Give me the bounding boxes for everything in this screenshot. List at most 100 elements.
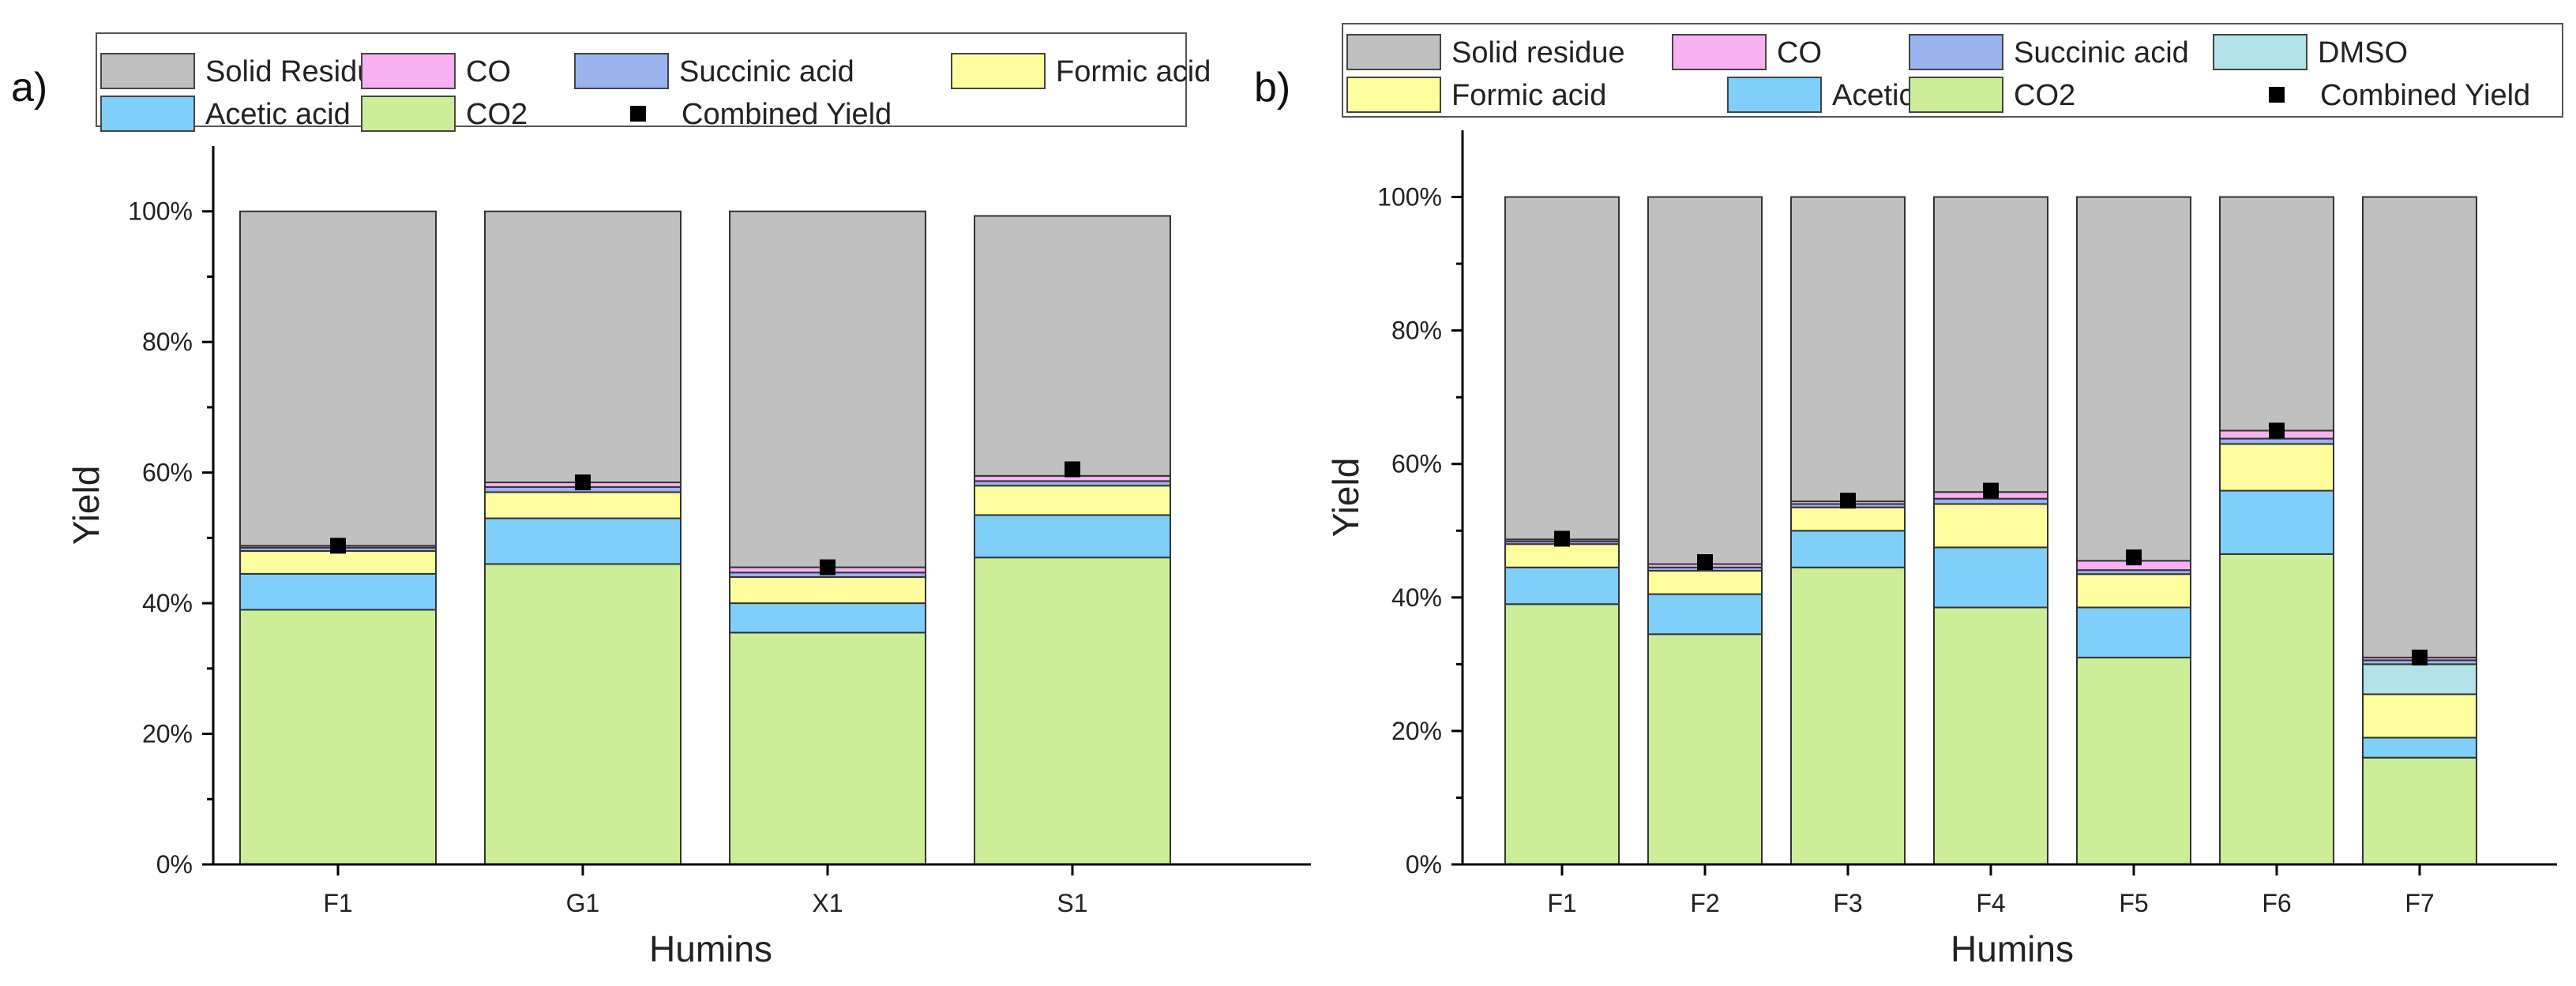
legend-swatch xyxy=(361,53,456,89)
bar-acetic-acid-F6 xyxy=(2219,489,2334,555)
bar-formic-acid-F1 xyxy=(1504,543,1620,568)
legend-swatch xyxy=(1727,77,1822,113)
x-tick-label: F5 xyxy=(2119,889,2148,917)
legend-swatch xyxy=(2213,34,2308,70)
legend-swatch xyxy=(574,53,669,89)
y-tick-label: 100% xyxy=(1377,183,1442,212)
x-tick-label: F7 xyxy=(2405,889,2434,917)
combined-yield-point-F7 xyxy=(2412,649,2428,665)
x-axis-title: Humins xyxy=(649,928,772,969)
bar-formic-acid-S1 xyxy=(974,485,1171,516)
legend-label: CO xyxy=(466,55,511,88)
bar-formic-acid-F6 xyxy=(2219,443,2334,492)
bar-solid-residue-F3 xyxy=(1790,196,1906,503)
legend: Solid residue CO Succinic acid DMSO Formic a… xyxy=(1342,23,2563,118)
x-tick-label: F4 xyxy=(1976,889,2005,917)
legend-label: Combined Yield xyxy=(2320,79,2530,112)
x-tick-label: F6 xyxy=(2262,889,2291,917)
legend-swatch xyxy=(100,96,195,132)
bar-formic-acid-F1 xyxy=(239,549,437,575)
combined-yield-point-G1 xyxy=(575,474,591,491)
combined-yield-point-F1 xyxy=(1554,530,1570,547)
y-tick-label: 20% xyxy=(1391,717,1442,745)
combined-yield-point-F3 xyxy=(1840,493,1856,509)
bar-co2-F1 xyxy=(239,609,437,865)
bar-co2-G1 xyxy=(484,563,682,865)
y-axis-title: Yield xyxy=(66,466,107,545)
bar-formic-acid-F2 xyxy=(1647,570,1763,595)
bar-solid-residue-F7 xyxy=(2362,196,2477,658)
y-tick-label: 60% xyxy=(1391,450,1442,478)
legend-label: Combined Yield xyxy=(682,98,892,131)
legend-combined-yield-marker xyxy=(630,106,646,122)
bar-co2-F7 xyxy=(2362,756,2477,866)
bar-succinic-acid-F4 xyxy=(1933,497,2048,505)
chart-panel-a: a) Solid Residue CO Succinic acid Formic aci… xyxy=(11,32,1311,969)
bar-solid-residue-F5 xyxy=(2076,196,2191,562)
x-tick-label: F1 xyxy=(1547,889,1576,917)
bar-acetic-acid-X1 xyxy=(729,602,926,634)
combined-yield-point-F1 xyxy=(330,538,346,554)
legend: Solid Residue CO Succinic acid Formic acid A… xyxy=(96,32,1211,132)
bar-formic-acid-F4 xyxy=(1933,503,2048,549)
bar-co2-F1 xyxy=(1504,603,1620,865)
bar-formic-acid-G1 xyxy=(484,491,682,519)
bar-acetic-acid-F7 xyxy=(2362,737,2477,759)
bar-solid-residue-F1 xyxy=(1504,196,1620,541)
legend-swatch xyxy=(1346,34,1441,70)
y-tick-label: 40% xyxy=(142,589,193,617)
legend-label: DMSO xyxy=(2318,36,2408,69)
y-tick-label: 80% xyxy=(142,328,193,356)
bar-co2-S1 xyxy=(974,557,1171,865)
legend-label: CO2 xyxy=(466,98,528,131)
bar-solid-residue-F2 xyxy=(1647,196,1763,565)
bar-solid-residue-F1 xyxy=(239,210,437,547)
bar-solid-residue-F4 xyxy=(1933,196,2048,493)
bar-co2-F5 xyxy=(2076,656,2191,866)
bar-co2-F6 xyxy=(2219,553,2334,865)
legend-label: CO xyxy=(1777,36,1822,69)
bar-acetic-acid-F3 xyxy=(1790,530,1906,568)
bar-solid-residue-S1 xyxy=(974,215,1171,477)
legend-swatch xyxy=(1909,34,2003,70)
x-tick-label: X1 xyxy=(812,889,843,917)
bar-co2-F3 xyxy=(1790,566,1906,865)
bar-acetic-acid-F1 xyxy=(1504,566,1620,605)
legend-label: Solid Residue xyxy=(205,55,390,88)
bar-acetic-acid-S1 xyxy=(974,514,1171,559)
bar-acetic-acid-F2 xyxy=(1647,593,1763,635)
bar-acetic-acid-F4 xyxy=(1933,546,2048,609)
x-tick-label: F2 xyxy=(1690,889,1719,917)
y-tick-label: 80% xyxy=(1391,317,1442,345)
legend-label: Solid residue xyxy=(1451,36,1625,69)
bar-solid-residue-X1 xyxy=(729,210,926,568)
combined-yield-point-F2 xyxy=(1697,554,1713,571)
x-tick-label: F3 xyxy=(1833,889,1862,917)
x-axis-title: Humins xyxy=(1951,928,2074,969)
bar-succinic-acid-F6 xyxy=(2219,437,2334,445)
legend-swatch xyxy=(361,96,456,132)
legend-combined-yield-marker xyxy=(2269,87,2285,103)
legend-swatch xyxy=(1909,77,2003,113)
x-tick-label: G1 xyxy=(566,889,600,917)
bar-acetic-acid-F1 xyxy=(239,572,437,611)
y-tick-label: 40% xyxy=(1391,583,1442,612)
legend-label: Succinic acid xyxy=(679,55,854,88)
bar-acetic-acid-F5 xyxy=(2076,606,2191,658)
bar-acetic-acid-G1 xyxy=(484,517,682,565)
bar-formic-acid-X1 xyxy=(729,576,926,605)
bar-solid-residue-G1 xyxy=(484,210,682,484)
legend-label: Formic acid xyxy=(1056,55,1211,88)
bar-co2-X1 xyxy=(729,632,926,865)
combined-yield-point-F6 xyxy=(2269,422,2285,439)
legend-label: Formic acid xyxy=(1451,79,1606,112)
y-tick-label: 0% xyxy=(1406,850,1442,879)
legend-label: Succinic acid xyxy=(2014,36,2189,69)
bar-dmso-F7 xyxy=(2362,663,2477,695)
combined-yield-point-F4 xyxy=(1983,482,1999,499)
bar-formic-acid-F5 xyxy=(2076,573,2191,609)
bar-solid-residue-F6 xyxy=(2219,196,2334,432)
y-tick-label: 20% xyxy=(142,720,193,748)
legend-swatch xyxy=(1346,77,1441,113)
